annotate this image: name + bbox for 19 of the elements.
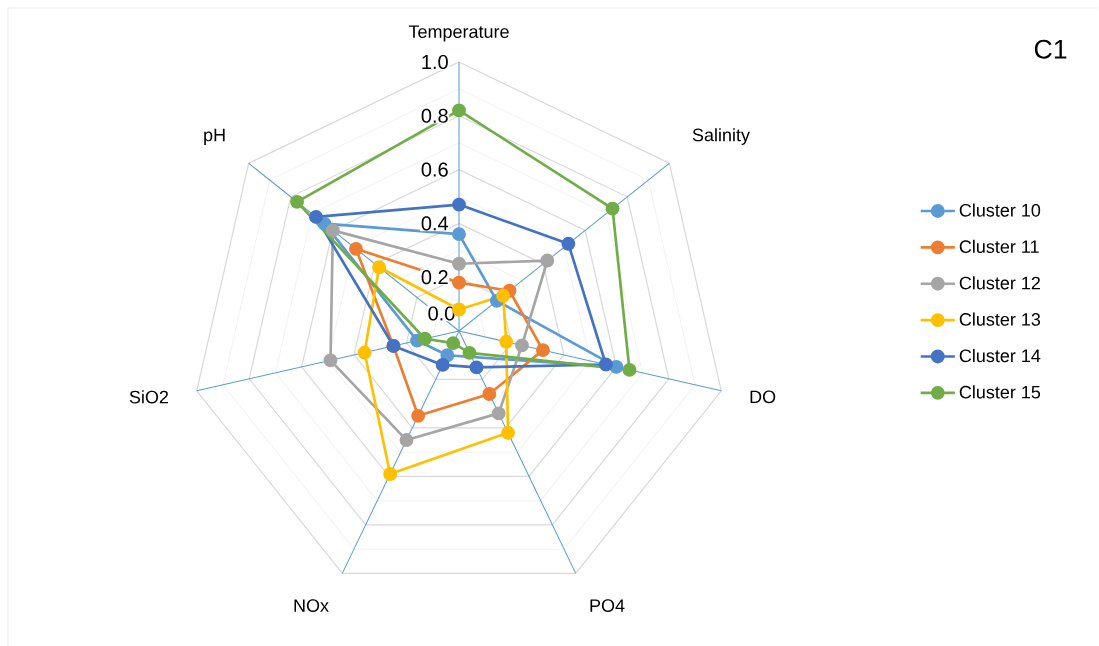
y-tick-label: 0.8 bbox=[421, 108, 448, 123]
spoke-label: PO4 bbox=[590, 599, 625, 612]
spoke-label: Temperature bbox=[408, 25, 509, 42]
legend-label: Cluster 12 bbox=[959, 276, 1040, 290]
y-tick-label: 0.6 bbox=[421, 162, 448, 177]
legend-label: Cluster 10 bbox=[959, 203, 1041, 217]
spoke-label: DO bbox=[750, 390, 776, 404]
spoke-label: pH bbox=[204, 128, 225, 145]
spoke-label: SiO2 bbox=[129, 390, 169, 404]
legend-label: Cluster 13 bbox=[959, 312, 1041, 326]
legend-label: Cluster 11 bbox=[959, 239, 1039, 254]
y-tick-label: 0.4 bbox=[421, 216, 449, 231]
y-tick-label: 1.0 bbox=[422, 54, 448, 70]
spoke-label: NOx bbox=[294, 599, 329, 612]
spoke-label: Salinity bbox=[692, 128, 750, 145]
legend-label: Cluster 14 bbox=[959, 348, 1041, 363]
chart-title: C1 bbox=[1034, 39, 1067, 59]
y-tick-label: 0.2 bbox=[421, 270, 448, 285]
legend-label: Cluster 15 bbox=[959, 385, 1041, 399]
